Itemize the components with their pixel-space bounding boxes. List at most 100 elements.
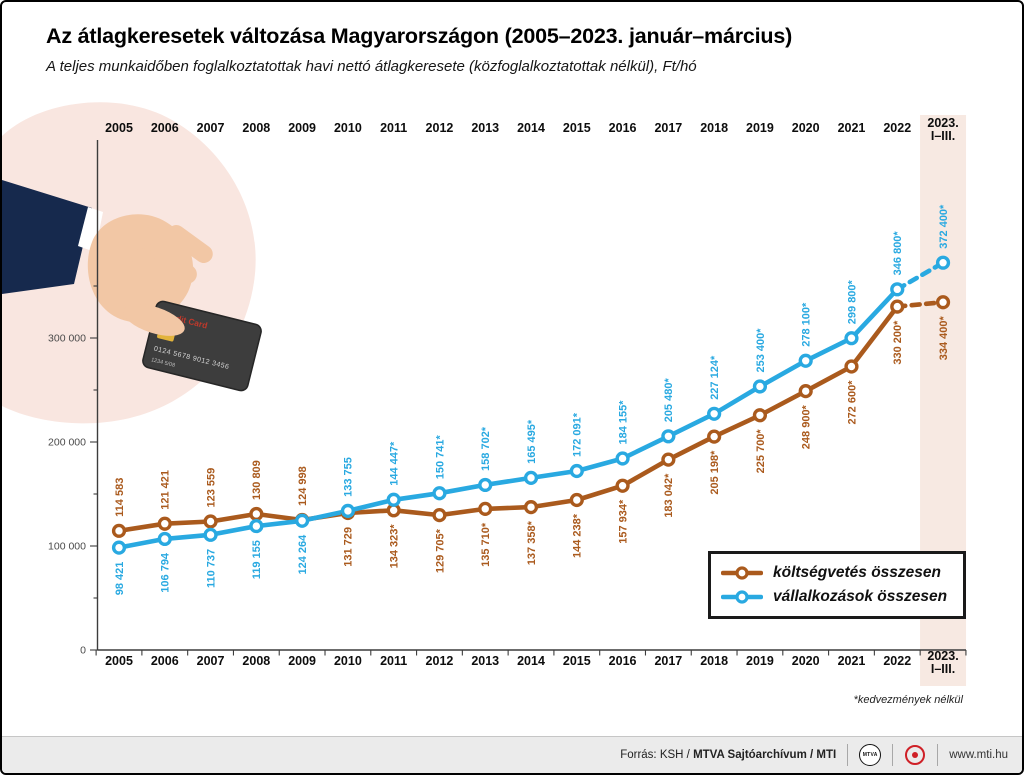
axes [96, 140, 966, 651]
svg-text:205 480*: 205 480* [663, 378, 675, 423]
svg-text:2021: 2021 [838, 654, 866, 668]
svg-text:123 559: 123 559 [205, 468, 217, 508]
page-title: Az átlagkeresetek változása Magyarország… [46, 24, 793, 48]
svg-text:2014: 2014 [517, 654, 545, 668]
svg-text:2016: 2016 [609, 121, 637, 135]
category-labels: 2005 2005 2006 2006 2007 2007 2008 2008 2009 2009… [105, 116, 959, 676]
website-text: www.mti.hu [949, 749, 1008, 761]
svg-text:150 741*: 150 741* [434, 434, 446, 479]
svg-text:300 000: 300 000 [48, 333, 86, 345]
source-bold: MTVA Sajtóarchívum / MTI [693, 749, 837, 761]
svg-text:278 100*: 278 100* [801, 302, 813, 347]
separator [937, 744, 939, 766]
svg-text:158 702*: 158 702* [480, 426, 492, 471]
svg-text:2020: 2020 [792, 654, 820, 668]
svg-text:299 800*: 299 800* [846, 279, 858, 324]
svg-text:2013: 2013 [471, 121, 499, 135]
svg-text:2020: 2020 [792, 121, 820, 135]
svg-text:272 600*: 272 600* [846, 380, 858, 425]
svg-text:225 700*: 225 700* [755, 429, 767, 474]
svg-text:2011: 2011 [380, 654, 407, 668]
svg-text:2017: 2017 [654, 121, 682, 135]
card-line2-text: 1234 5/08 [150, 357, 175, 369]
svg-text:124 998: 124 998 [297, 466, 309, 506]
svg-text:2010: 2010 [334, 654, 362, 668]
suit-sleeve [2, 180, 92, 294]
svg-text:2023.I–III.: 2023. I–III. [927, 649, 958, 676]
svg-text:0: 0 [80, 645, 86, 657]
mtva-logo-text: MTVA [862, 752, 878, 758]
legend-item-vallalkozasok: vállalkozások összesen [721, 588, 953, 606]
y-axis-labels: 0 100 000 200 000 300 000 [48, 333, 86, 657]
thumb [123, 304, 185, 336]
svg-text:184 155*: 184 155* [617, 400, 629, 445]
svg-text:2006: 2006 [151, 654, 179, 668]
svg-text:144 238*: 144 238* [572, 513, 584, 558]
svg-text:130 809: 130 809 [251, 460, 263, 500]
svg-text:2015: 2015 [563, 654, 591, 668]
separator [847, 744, 849, 766]
svg-text:330 200*: 330 200* [892, 320, 904, 365]
separator [892, 744, 894, 766]
svg-text:2023.I–III.: 2023. I–III. [927, 116, 958, 143]
svg-text:100 000: 100 000 [48, 541, 86, 553]
svg-text:121 421: 121 421 [160, 470, 172, 510]
svg-text:2012: 2012 [426, 654, 454, 668]
mtva-logo: MTVA [859, 744, 882, 766]
svg-text:2022: 2022 [883, 654, 911, 668]
svg-text:2013: 2013 [471, 654, 499, 668]
svg-text:119 155: 119 155 [251, 540, 263, 579]
svg-text:346 800*: 346 800* [892, 231, 904, 276]
hand-credit-card-illustration: Credit Card 0124 5678 9012 3456 1234 5/0… [2, 102, 262, 424]
svg-text:137 358*: 137 358* [526, 520, 538, 565]
svg-text:2019: 2019 [746, 654, 774, 668]
header: Az átlagkeresetek változása Magyarország… [46, 24, 986, 75]
svg-text:2015: 2015 [563, 121, 591, 135]
source-credit: Forrás: KSH / MTVA Sajtóarchívum / MTI [620, 749, 836, 761]
chart-legend: költségvetés összesen vállalkozások össz… [708, 551, 966, 619]
series-line-vallalkozasok [116, 260, 946, 550]
blue-line-marker-icon [721, 590, 763, 604]
legend-label-koltsegvetes: költségvetés összesen [773, 564, 942, 581]
svg-text:2022: 2022 [883, 121, 911, 135]
svg-text:2018: 2018 [700, 654, 728, 668]
legend-item-koltsegvetes: költségvetés összesen [721, 564, 953, 582]
svg-text:205 198*: 205 198* [709, 450, 721, 495]
footer-bar: Forrás: KSH / MTVA Sajtóarchívum / MTI M… [2, 736, 1022, 773]
svg-text:2008: 2008 [242, 654, 270, 668]
fingers [123, 225, 213, 336]
svg-text:144 447*: 144 447* [389, 441, 401, 486]
svg-text:2012: 2012 [426, 121, 454, 135]
svg-text:2009: 2009 [288, 654, 316, 668]
svg-text:165 495*: 165 495* [526, 419, 538, 464]
svg-text:248 900*: 248 900* [801, 404, 813, 449]
svg-text:2021: 2021 [838, 121, 866, 135]
svg-text:98 421: 98 421 [114, 562, 126, 596]
svg-text:131 729: 131 729 [343, 527, 355, 567]
svg-text:253 400*: 253 400* [755, 328, 767, 373]
svg-text:2018: 2018 [700, 121, 728, 135]
svg-text:157 934*: 157 934* [617, 499, 629, 544]
svg-text:2016: 2016 [609, 654, 637, 668]
axis-ticks [90, 285, 967, 656]
svg-text:135 710*: 135 710* [480, 522, 492, 567]
page-subtitle: A teljes munkaidőben foglalkoztatottak h… [46, 58, 697, 75]
svg-text:2009: 2009 [288, 121, 316, 135]
svg-text:2008: 2008 [242, 121, 270, 135]
value-labels-koltsegvetes: 114 583 121 421 123 559 130 809 124 998 131 7… [114, 316, 950, 574]
svg-text:227 124*: 227 124* [709, 355, 721, 400]
value-labels-vallalkozasok: 98 421 106 794 110 737 119 155 124 264 133 75… [114, 204, 950, 595]
svg-text:110 737: 110 737 [205, 549, 217, 588]
svg-text:2005: 2005 [105, 654, 133, 668]
series-markers-vallalkozasok [111, 255, 951, 555]
svg-text:2007: 2007 [197, 654, 225, 668]
brown-line-marker-icon [721, 566, 763, 580]
mti-logo [905, 745, 926, 765]
svg-text:200 000: 200 000 [48, 437, 86, 449]
svg-text:2011: 2011 [380, 121, 407, 135]
series-line-koltsegvetes [116, 299, 946, 534]
svg-text:2007: 2007 [197, 121, 225, 135]
source-prefix: Forrás: KSH / [620, 749, 694, 761]
